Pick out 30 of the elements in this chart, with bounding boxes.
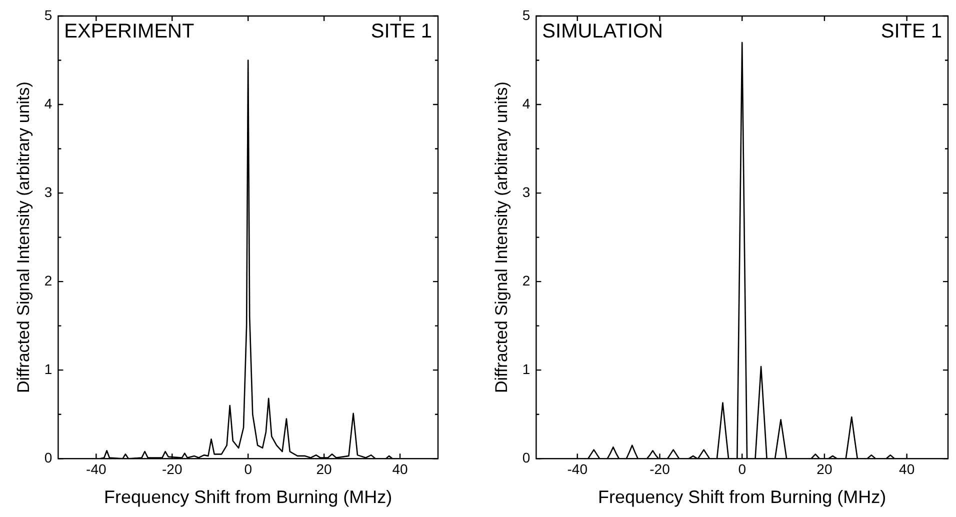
annotation: EXPERIMENT [64,20,194,43]
annotation: SITE 1 [880,20,942,43]
y-tick-label: 3 [522,184,530,200]
y-axis-title: Diffracted Signal Intensity (arbitrary units) [14,82,33,394]
x-tick-label: -40 [86,460,106,477]
y-tick-label: 1 [522,360,530,377]
y-tick-label: 3 [44,184,52,200]
y-tick-label: 2 [44,272,52,288]
x-tick-label: 40 [899,460,915,477]
x-tick-label: 40 [392,460,408,477]
y-tick-label: 4 [44,95,52,112]
x-tick-label: 0 [738,460,746,477]
annotation: SIMULATION [542,20,663,43]
x-tick-label: -40 [567,460,588,477]
y-axis-title: Diffracted Signal Intensity (arbitrary units) [492,82,511,394]
y-tick-label: 0 [44,449,52,466]
x-tick-label: 0 [244,460,252,477]
x-tick-label: -20 [650,460,670,477]
x-tick-label: -20 [162,460,182,477]
y-tick-label: 4 [522,95,530,112]
x-tick-label: 20 [816,460,832,477]
y-tick-label: 0 [522,449,530,466]
y-tick-label: 5 [522,6,530,23]
y-tick-label: 2 [522,272,530,288]
annotation: SITE 1 [370,20,432,43]
x-axis-title: Frequency Shift from Burning (MHz) [104,487,392,508]
x-axis-title: Frequency Shift from Burning (MHz) [598,487,886,508]
y-tick-label: 1 [44,360,52,377]
x-tick-label: 20 [316,460,332,477]
y-tick-label: 5 [44,6,52,23]
